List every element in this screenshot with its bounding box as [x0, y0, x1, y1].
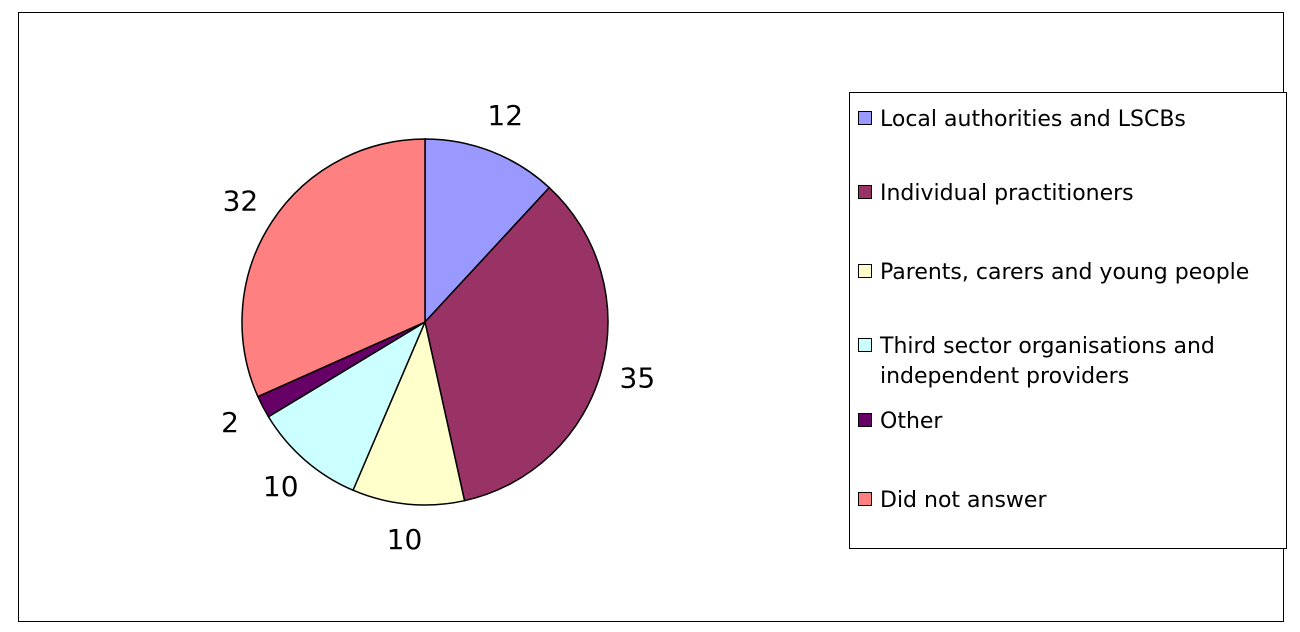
legend: Local authorities and LSCBs Individual p…: [849, 92, 1287, 549]
legend-swatch-did-not-answer: [858, 492, 872, 506]
legend-item-third-sector: Third sector organisations and independe…: [858, 332, 1285, 392]
legend-swatch-parents-carers: [858, 264, 872, 278]
pie-slice-individual-practitioners: [424, 186, 609, 502]
data-label-local-authorities: 12: [487, 99, 523, 132]
legend-label-did-not-answer: Did not answer: [880, 488, 1047, 513]
data-label-did-not-answer: 32: [223, 184, 259, 217]
legend-item-parents-carers: Parents, carers and young people: [858, 258, 1285, 288]
pie-slice-parents-carers: [352, 319, 466, 506]
data-label-other: 2: [221, 406, 239, 439]
pie-slice-local-authorities: [424, 138, 551, 324]
data-label-individual-practitioners: 35: [620, 361, 656, 394]
legend-label-parents-carers: Parents, carers and young people: [880, 260, 1250, 285]
pie-slice-third-sector: [267, 320, 427, 492]
legend-label-local-authorities: Local authorities and LSCBs: [880, 107, 1186, 132]
data-label-parents-carers: 10: [387, 523, 423, 556]
legend-label-third-sector: Third sector organisations and independe…: [880, 334, 1215, 389]
legend-label-individual-practitioners: Individual practitioners: [880, 181, 1134, 206]
legend-item-did-not-answer: Did not answer: [858, 486, 1285, 516]
data-label-third-sector: 10: [263, 470, 299, 503]
legend-swatch-other: [858, 413, 872, 427]
legend-label-other: Other: [880, 409, 943, 434]
pie-slice-did-not-answer: [241, 138, 426, 398]
legend-swatch-individual-practitioners: [858, 185, 872, 199]
legend-swatch-local-authorities: [858, 111, 872, 125]
legend-item-local-authorities: Local authorities and LSCBs: [858, 105, 1285, 135]
legend-item-other: Other: [858, 407, 1285, 437]
legend-swatch-third-sector: [858, 338, 872, 352]
legend-item-individual-practitioners: Individual practitioners: [858, 179, 1285, 209]
